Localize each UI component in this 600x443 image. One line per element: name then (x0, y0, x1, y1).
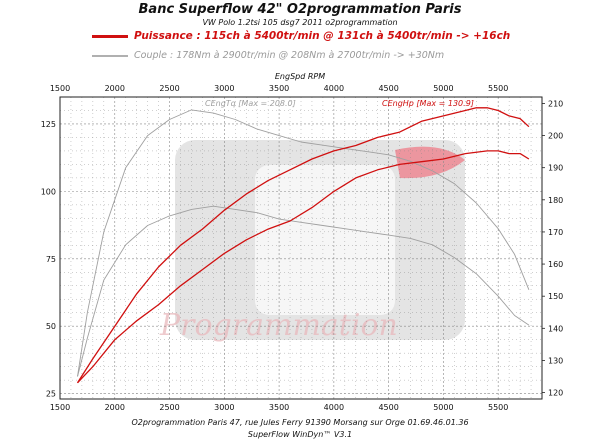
x-tick-label-bottom: 3000 (214, 403, 234, 412)
y-tick-label-right: 180 (548, 196, 563, 205)
series-line-puissance-origine (77, 150, 530, 384)
y-tick-label-right: 140 (548, 324, 563, 333)
y-tick-label-left: 75 (46, 255, 56, 264)
y-tick-label-right: 210 (548, 99, 563, 108)
series-lines (76, 107, 530, 384)
y-tick-label-right: 150 (548, 292, 563, 301)
series-line-puissance-o2programmation (76, 107, 530, 384)
logo-accent (395, 146, 465, 179)
x-tick-label-bottom: 5500 (488, 403, 508, 412)
x-axis-title: EngSpd RPM (274, 72, 326, 81)
x-tick-label-bottom: 5000 (433, 403, 453, 412)
series-line-couple-o2programmation (77, 109, 530, 377)
legend-torque-swatch (92, 54, 128, 57)
y-tick-label-right: 170 (548, 228, 563, 237)
x-tick-label-top: 3500 (269, 84, 289, 93)
y-tick-label-left: 100 (41, 187, 56, 196)
footer-software: SuperFlow WinDyn™ V3.1 (247, 430, 353, 439)
power-max-annotation: CEngHp [Max = 130.9] (382, 99, 474, 108)
torque-max-annotation: CEngTq [Max = 208.0] (205, 99, 296, 108)
x-ticks-bottom: 1500 2000 2500 3000 3500 4000 4500 5000 5500 (50, 403, 509, 412)
series-line-couple-origine (77, 205, 530, 377)
x-tick-label-top: 2000 (105, 84, 125, 93)
legend-power-label: Puissance : 115ch à 5400tr/min @ 131ch à… (134, 30, 511, 42)
footer-address: O2programmation Paris 47, rue Jules Ferr… (131, 418, 469, 427)
chart-title: Banc Superflow 42" O2programmation Paris (138, 2, 462, 17)
x-tick-label-top: 4500 (378, 84, 398, 93)
chart-subtitle: VW Polo 1.2tsi 105 dsg7 2011 o2programma… (202, 18, 398, 27)
legend-power: Puissance : 115ch à 5400tr/min @ 131ch à… (92, 30, 510, 42)
x-tick-label-bottom: 4500 (378, 403, 398, 412)
x-tick-label-bottom: 2500 (159, 403, 179, 412)
y-ticks-right: 120 130 140 150 160 170 180 190 200 210 (542, 99, 563, 398)
legend-torque-label: Couple : 178Nm à 2900tr/min @ 208Nm à 27… (134, 50, 445, 61)
x-tick-label-bottom: 4000 (324, 403, 344, 412)
x-tick-label-top: 4000 (324, 84, 344, 93)
x-tick-label-top: 5500 (488, 84, 508, 93)
y-tick-label-right: 130 (548, 356, 563, 365)
y-tick-label-right: 200 (548, 132, 563, 141)
x-tick-label-top: 2500 (159, 84, 179, 93)
logo-block-inner (255, 165, 395, 315)
x-tick-label-bottom: 2000 (105, 403, 125, 412)
y-tick-label-left: 25 (46, 390, 56, 399)
y-tick-label-left: 125 (41, 120, 56, 129)
y-tick-label-right: 190 (548, 164, 563, 173)
background-logo: Programmation (159, 140, 465, 343)
y-ticks-left: 25 50 75 100 125 (41, 120, 56, 399)
x-tick-label-top: 3000 (214, 84, 234, 93)
legend-torque: Couple : 178Nm à 2900tr/min @ 208Nm à 27… (92, 50, 444, 61)
legend-power-swatch (92, 34, 128, 38)
x-tick-label-top: 5000 (433, 84, 453, 93)
y-tick-label-right: 120 (548, 389, 563, 398)
x-tick-label-top: 1500 (50, 84, 70, 93)
watermark-text: Programmation (159, 308, 398, 343)
plot-frame (59, 96, 543, 400)
x-ticks-top: 1500 2000 2500 3000 3500 4000 4500 5000 5500 (50, 84, 509, 93)
y-tick-label-right: 160 (548, 260, 563, 269)
x-tick-label-bottom: 1500 (50, 403, 70, 412)
y-tick-label-left: 50 (46, 322, 56, 331)
x-tick-label-bottom: 3500 (269, 403, 289, 412)
